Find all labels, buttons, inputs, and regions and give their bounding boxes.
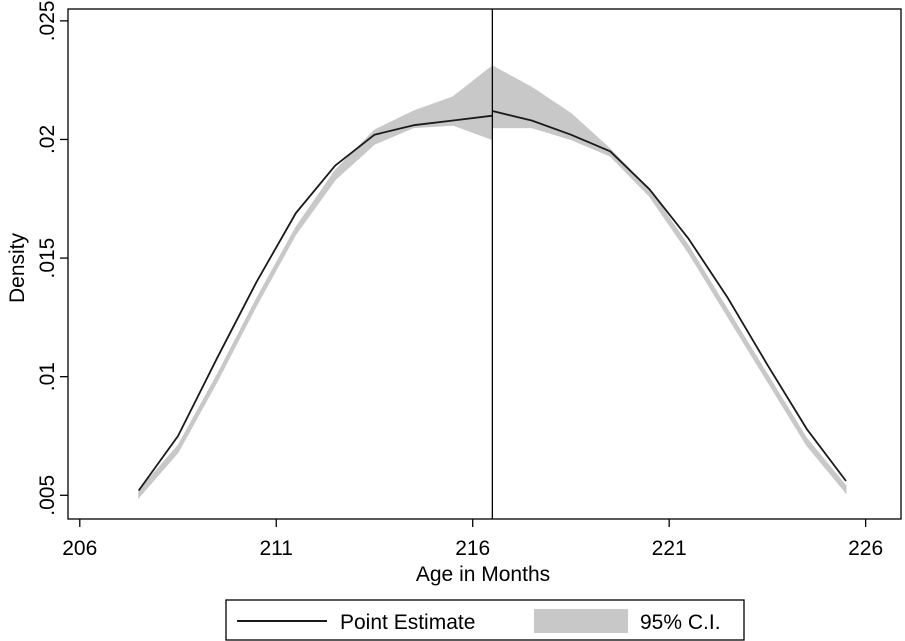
ci-band-segment-1 — [138, 64, 493, 500]
x-tick-label: 226 — [848, 537, 883, 560]
y-axis: .005 .01 .015 .02 .025 — [36, 0, 68, 516]
y-tick-label: .015 — [36, 238, 59, 279]
point-estimate-line-segment-1 — [137, 114, 493, 492]
y-tick-label: .005 — [36, 475, 59, 516]
x-axis: 206 211 216 221 226 — [62, 519, 883, 560]
x-tick-label: 221 — [652, 537, 687, 560]
legend-band-swatch — [534, 609, 628, 633]
y-tick-label: .025 — [36, 0, 59, 41]
legend: Point Estimate 95% C.I. — [225, 599, 745, 641]
y-tick-label: .02 — [36, 125, 59, 154]
ci-band-segment-2 — [491, 65, 847, 495]
plot-frame — [67, 8, 902, 520]
point-estimate-layer — [137, 110, 847, 492]
x-tick-label: 206 — [62, 537, 97, 560]
x-axis-label: Age in Months — [416, 563, 550, 586]
x-tick-label: 211 — [260, 537, 293, 560]
legend-label-point-estimate: Point Estimate — [340, 611, 475, 634]
legend-label-ci: 95% C.I. — [640, 611, 721, 634]
y-axis-label: Density — [6, 232, 29, 303]
point-estimate-line-segment-2 — [492, 110, 847, 482]
x-tick-label: 216 — [455, 537, 490, 560]
y-tick-label: .01 — [36, 362, 59, 391]
